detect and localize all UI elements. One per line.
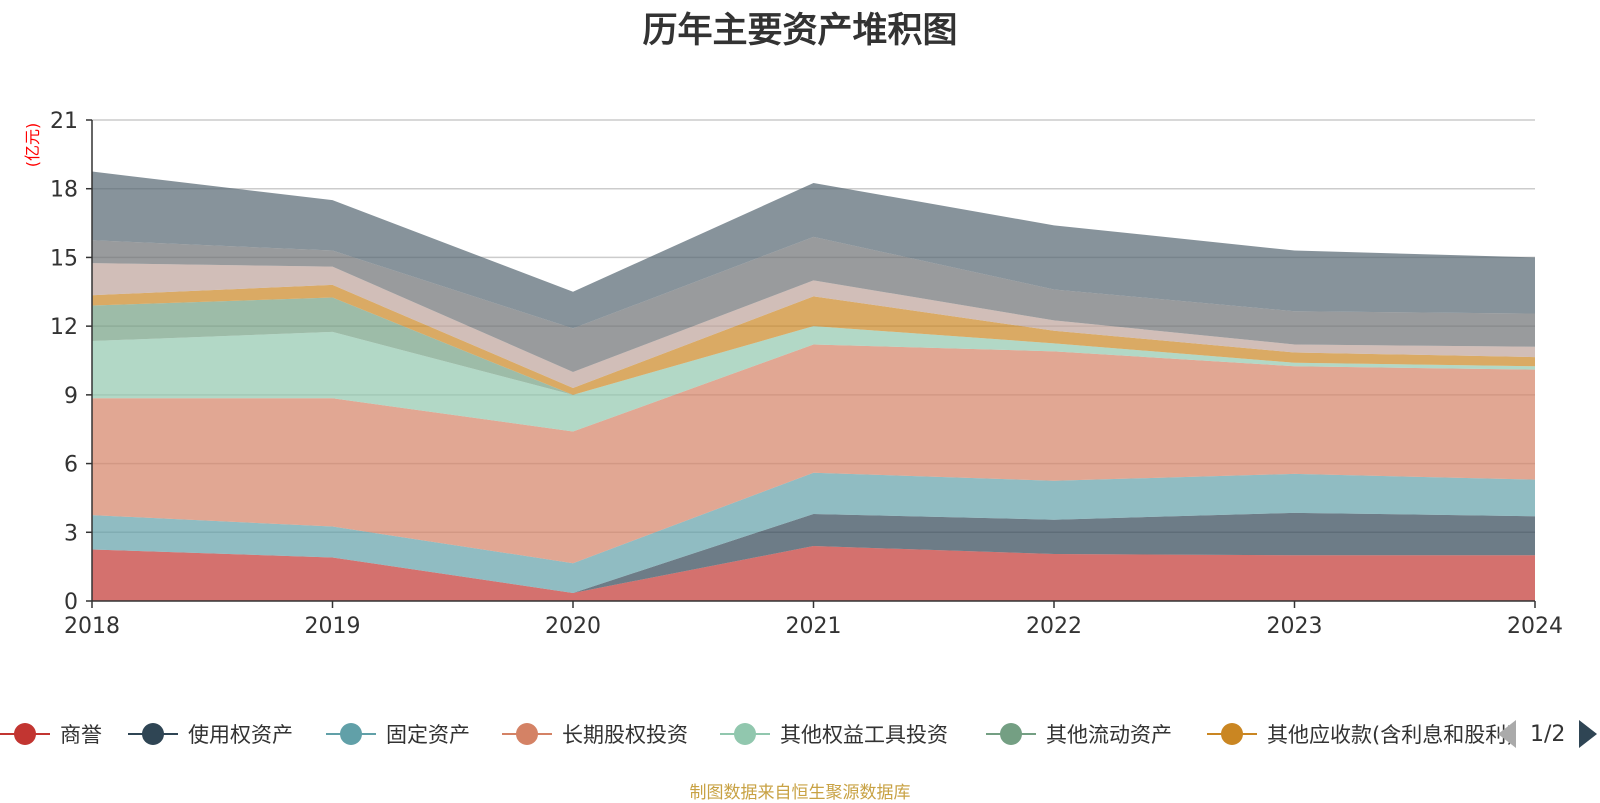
area-series-9[interactable] <box>92 171 1535 329</box>
legend-symbol-icon <box>1207 722 1257 746</box>
legend-label: 其他应收款(含利息和股利) <box>1267 723 1515 747</box>
y-tick-label: 21 <box>50 109 78 134</box>
y-tick-label: 3 <box>64 521 78 546</box>
legend-item-goodwill[interactable]: 商誉 <box>0 718 102 750</box>
legend-label: 使用权资产 <box>188 723 293 747</box>
legend-label: 其他流动资产 <box>1046 723 1172 747</box>
legend-label: 商誉 <box>60 723 102 747</box>
x-tick-label: 2024 <box>1507 614 1563 639</box>
x-tick-label: 2018 <box>64 614 120 639</box>
stacked-area-chart: 0 3 6 9 12 15 18 21 2018 2019 2020 2021 2022 2023 2024… <box>23 109 1563 639</box>
x-tick-label: 2020 <box>545 614 601 639</box>
y-axis-label: (亿元) <box>23 123 42 168</box>
legend-label: 其他权益工具投资 <box>780 723 948 747</box>
legend-pager: 1/2 <box>1498 718 1598 750</box>
y-tick-label: 12 <box>50 315 78 340</box>
legend-symbol-icon <box>720 722 770 746</box>
axes: 0 3 6 9 12 15 18 21 2018 2019 2020 2021 2022 2023 2024 <box>50 109 1563 639</box>
legend-item-long-term-equity-investment[interactable]: 长期股权投资 <box>502 718 688 750</box>
legend-item-other-current-assets[interactable]: 其他流动资产 <box>986 718 1172 750</box>
y-tick-label: 6 <box>64 453 78 478</box>
legend-item-fixed-assets[interactable]: 固定资产 <box>326 718 470 750</box>
page-indicator: 1/2 <box>1530 721 1566 747</box>
legend-item-other-receivables[interactable]: 其他应收款(含利息和股利) <box>1207 718 1545 750</box>
area-series-7[interactable] <box>92 263 1535 388</box>
previous-page-icon[interactable] <box>1498 720 1516 748</box>
area-series-8[interactable] <box>92 236 1535 372</box>
area-series-0[interactable] <box>92 546 1535 601</box>
source-note: 制图数据来自恒生聚源数据库 <box>689 783 911 803</box>
legend: 商誉 使用权资产 固定资产 长期股权投资 其他权益工具投资 <box>0 718 1600 758</box>
legend-symbol-icon <box>986 722 1036 746</box>
area-series <box>92 171 1535 601</box>
chart-title: 历年主要资产堆积图 <box>642 11 958 51</box>
area-series-6[interactable] <box>92 284 1535 395</box>
legend-symbol-icon <box>128 722 178 746</box>
x-tick-label: 2022 <box>1026 614 1082 639</box>
legend-label: 固定资产 <box>386 723 470 747</box>
x-tick-label: 2019 <box>305 614 361 639</box>
y-tick-label: 15 <box>50 246 78 271</box>
area-series-5[interactable] <box>92 297 1535 395</box>
next-page-icon[interactable] <box>1579 720 1598 748</box>
y-tick-label: 9 <box>64 384 78 409</box>
area-series-4[interactable] <box>92 326 1535 432</box>
legend-item-right-of-use-assets[interactable]: 使用权资产 <box>128 718 293 750</box>
x-tick-label: 2023 <box>1267 614 1323 639</box>
y-tick-label: 18 <box>50 178 78 203</box>
legend-label: 长期股权投资 <box>562 723 688 747</box>
area-series-1[interactable] <box>92 512 1535 593</box>
area-series-3[interactable] <box>92 344 1535 564</box>
y-tick-label: 0 <box>64 590 78 615</box>
legend-item-other-equity-instruments[interactable]: 其他权益工具投资 <box>720 718 948 750</box>
x-tick-label: 2021 <box>786 614 842 639</box>
legend-symbol-icon <box>502 722 552 746</box>
area-series-2[interactable] <box>92 472 1535 593</box>
legend-symbol-icon <box>326 722 376 746</box>
legend-symbol-icon <box>0 722 50 746</box>
